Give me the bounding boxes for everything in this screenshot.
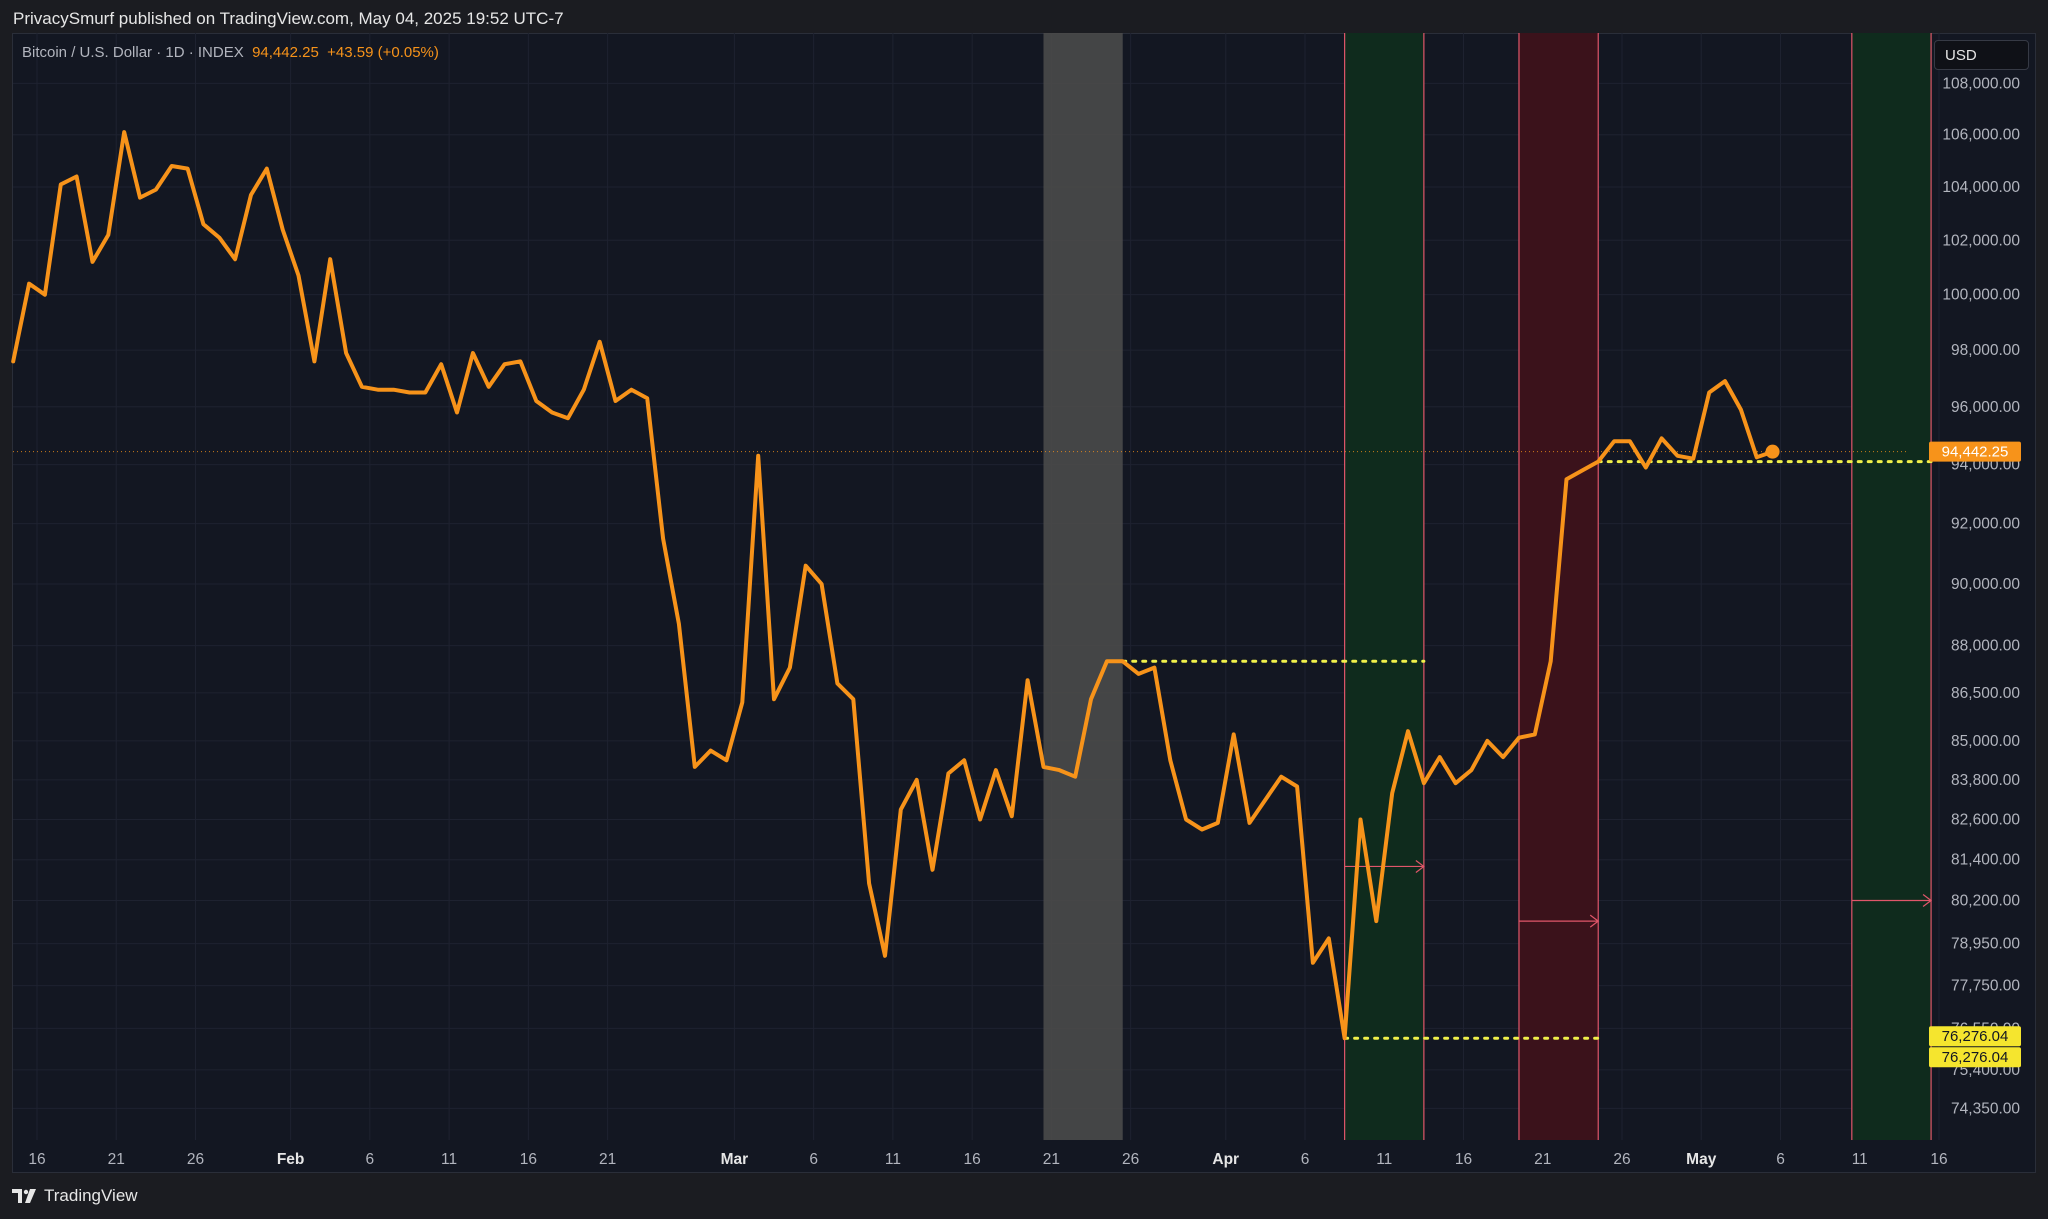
x-tick-label: 16 [28, 1151, 45, 1168]
zone-gray [1043, 33, 1123, 1140]
y-tick-label: 90,000.00 [1951, 576, 2020, 593]
x-tick-label: 16 [520, 1151, 537, 1168]
level-badge [1929, 1047, 2021, 1068]
x-tick-label: Apr [1212, 1151, 1239, 1168]
zone-green [1344, 33, 1424, 1140]
x-tick-label: 16 [1455, 1151, 1472, 1168]
zones-layer [1043, 33, 1932, 1140]
y-tick-label: 104,000.00 [1942, 179, 2020, 196]
x-tick-label: Mar [721, 1151, 749, 1168]
level-badge [1929, 1026, 2021, 1047]
currency-button[interactable]: USD [1934, 40, 2029, 70]
y-tick-label: 108,000.00 [1942, 75, 2020, 92]
price-series-line [11, 130, 1775, 1041]
tradingview-logo-icon [12, 1189, 36, 1203]
x-tick-label: 21 [599, 1151, 616, 1168]
y-tick-label: 77,750.00 [1951, 978, 2020, 995]
y-tick-label: 100,000.00 [1942, 287, 2020, 304]
grid-layer [13, 33, 1940, 1140]
brand-label: TradingView [44, 1186, 138, 1205]
x-tick-label: 11 [1376, 1151, 1392, 1168]
x-tick-label: 26 [1122, 1151, 1139, 1168]
y-tick-label: 81,400.00 [1951, 852, 2020, 869]
x-tick-label: 6 [366, 1151, 375, 1168]
x-tick-label: 11 [1852, 1151, 1868, 1168]
symbol-name: Bitcoin / U.S. Dollar · 1D · INDEX [22, 44, 244, 61]
x-tick-label: Feb [277, 1151, 305, 1168]
last-price-badge-label: 94,442.25 [1942, 444, 2009, 461]
y-tick-label: 80,200.00 [1951, 892, 2020, 909]
arrow-head [1922, 894, 1933, 907]
y-tick-label: 86,500.00 [1951, 685, 2020, 702]
x-tick-label: 6 [1301, 1151, 1310, 1168]
symbol-change: +43.59 (+0.05%) [327, 44, 439, 61]
x-tick-label: 21 [108, 1151, 125, 1168]
y-tick-label: 102,000.00 [1942, 232, 2020, 249]
y-tick-label: 85,000.00 [1951, 733, 2020, 750]
level-badge-label: 76,276.04 [1942, 1049, 2009, 1066]
last-price-dot [1765, 444, 1780, 459]
y-tick-label: 96,000.00 [1951, 399, 2020, 416]
arrow-head [1415, 859, 1425, 873]
y-tick-label: 82,600.00 [1951, 812, 2020, 829]
y-tick-label: 92,000.00 [1951, 516, 2020, 533]
published-by-text: PrivacySmurf published on TradingView.co… [13, 9, 564, 28]
zone-green [1851, 33, 1932, 1140]
level-badge-label: 76,276.04 [1942, 1028, 2009, 1045]
y-tick-label: 83,800.00 [1951, 772, 2020, 789]
tradingview-brand: TradingView [12, 1186, 138, 1206]
y-tick-label: 98,000.00 [1951, 342, 2020, 359]
series-layer [11, 130, 1780, 1041]
x-tick-label: 16 [1930, 1151, 1947, 1168]
x-tick-label: 26 [1613, 1151, 1630, 1168]
x-tick-label: 6 [809, 1151, 818, 1168]
y-tick-label: 78,950.00 [1951, 936, 2020, 953]
x-tick-label: 21 [1043, 1151, 1060, 1168]
x-tick-label: 26 [187, 1151, 204, 1168]
arrow-head [1589, 914, 1600, 928]
symbol-info: Bitcoin / U.S. Dollar · 1D · INDEX 94,44… [22, 44, 439, 61]
x-tick-label: 11 [441, 1151, 457, 1168]
axis-layer: 108,000.00 106,000.00 104,000.00 102,000.00… [28, 75, 2021, 1168]
x-tick-label: 16 [964, 1151, 981, 1168]
symbol-price: 94,442.25 [252, 44, 319, 61]
x-tick-label: 21 [1534, 1151, 1551, 1168]
chart-area[interactable] [12, 33, 2036, 1173]
y-tick-label: 106,000.00 [1942, 127, 2020, 144]
x-tick-label: 6 [1776, 1151, 1785, 1168]
last-price-badge [1929, 441, 2021, 462]
y-tick-label: 88,000.00 [1951, 638, 2020, 655]
x-tick-label: 11 [885, 1151, 901, 1168]
y-tick-label: 74,350.00 [1951, 1100, 2020, 1117]
x-tick-label: May [1686, 1151, 1717, 1168]
